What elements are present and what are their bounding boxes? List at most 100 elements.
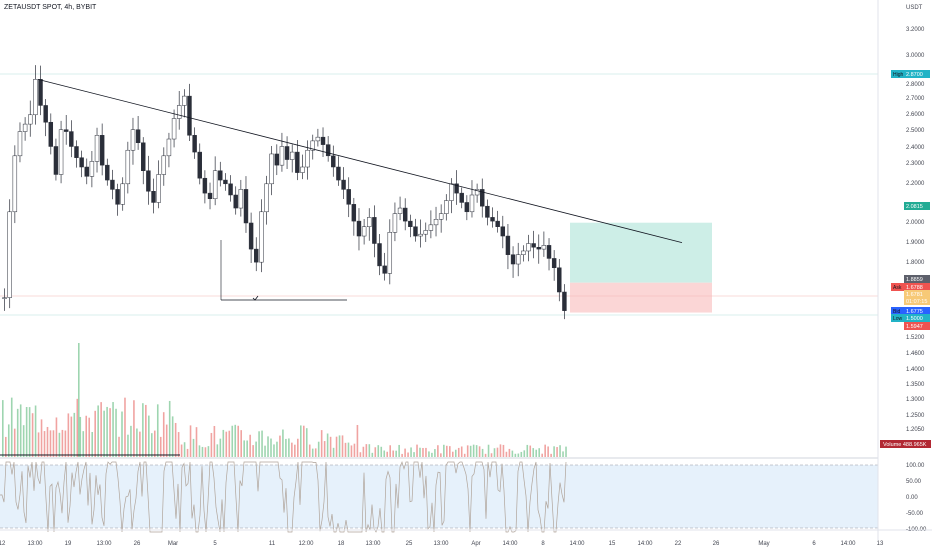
check-icon	[252, 295, 259, 301]
volume-bar	[58, 432, 61, 457]
candle-body	[192, 135, 197, 153]
volume-bar	[168, 400, 171, 457]
candle-body	[161, 155, 167, 175]
candle-body	[259, 211, 264, 263]
volume-bar	[133, 400, 135, 457]
volume-bar	[535, 449, 538, 457]
candle-body	[474, 189, 480, 196]
price-labels: High 2.8700 2.0815 1.8859 Ask 1.67881.678101:…	[880, 70, 931, 448]
volume-bar	[210, 432, 213, 457]
volume-bar	[7, 424, 10, 457]
time-tick-label: 12	[0, 541, 6, 547]
candle-body	[521, 250, 526, 255]
volume-bar	[115, 408, 117, 457]
time-tick-label: 11	[269, 541, 276, 547]
candle-body	[110, 179, 115, 190]
volume-bar	[356, 424, 359, 457]
volume-bar	[136, 428, 138, 457]
volume-bar	[171, 416, 174, 457]
candle-body	[151, 191, 156, 203]
volume-bar	[291, 442, 293, 457]
volume-bar	[109, 408, 111, 457]
candle-body	[557, 267, 562, 293]
candle-body	[408, 220, 413, 227]
candle-body	[2, 297, 7, 299]
price-value-label: 1.6781	[906, 292, 923, 298]
candle-body	[382, 265, 387, 274]
candle-body	[12, 155, 18, 213]
symbol-title[interactable]: ZETAUSDT SPOT, 4h, BYBIT	[4, 4, 97, 11]
candle-body	[433, 219, 439, 226]
candle-body	[444, 200, 449, 214]
candle-body	[356, 220, 362, 237]
volume-bar	[139, 431, 141, 457]
candle-body	[264, 183, 269, 213]
volume-bar	[437, 445, 439, 457]
volume-bar	[234, 424, 237, 457]
price-tick-label: 2.4000	[906, 145, 925, 151]
osc-tick-label: 0.00	[906, 495, 918, 501]
price-tick-label: 1.8000	[906, 260, 925, 266]
volume-bar	[88, 417, 91, 457]
trendline	[37, 78, 683, 243]
price-tick-label: 2.7000	[906, 96, 925, 102]
time-tick-label: 26	[134, 541, 141, 547]
volume-bar	[368, 444, 371, 457]
currency-label[interactable]: USDT	[906, 5, 923, 11]
volume-bar	[496, 447, 499, 457]
time-tick-label: 19	[65, 541, 72, 547]
volume-bar	[64, 430, 67, 457]
volume-bar	[124, 397, 126, 457]
candle-body	[490, 217, 495, 222]
volume-bar	[484, 453, 487, 457]
volume-bar	[401, 453, 403, 457]
candle-body	[480, 189, 485, 207]
candles	[2, 65, 567, 320]
volume-bar	[180, 444, 183, 457]
volume-bar	[508, 448, 511, 457]
price-value-bg	[904, 275, 930, 283]
price-tick-label: 1.4000	[906, 367, 925, 373]
volume-bar	[153, 430, 156, 457]
drawing-lines[interactable]	[37, 78, 683, 301]
volume-bar	[192, 438, 195, 457]
candle-body	[387, 232, 393, 274]
volume-bar	[207, 446, 210, 457]
volume-bar	[28, 407, 31, 457]
volume-bar	[276, 441, 278, 457]
price-tick-label: 1.3000	[906, 397, 925, 403]
candle-body	[284, 146, 290, 160]
time-tick-label: 14:00	[502, 541, 518, 547]
price-value-bg	[904, 70, 930, 78]
price-tag-bg	[891, 283, 905, 291]
volume-bar	[395, 450, 397, 457]
volume-bar	[550, 453, 552, 457]
volume-bar	[16, 408, 19, 457]
price-value-bg	[904, 202, 930, 210]
candle-body	[212, 170, 218, 199]
time-tick-label: 13:00	[365, 541, 381, 547]
candle-body	[187, 95, 192, 136]
time-tick-label: 13:00	[433, 541, 449, 547]
osc-tick-label: -50.00	[906, 511, 924, 517]
volume-bar	[317, 441, 320, 457]
price-tick-label: 1.2050	[906, 427, 925, 433]
volume-bar	[34, 405, 37, 457]
volume-bar	[198, 445, 201, 457]
volume-bar	[300, 425, 302, 457]
volume-bar	[13, 428, 16, 457]
volume-bar	[285, 438, 287, 457]
volume-bar	[407, 452, 409, 457]
volume-bar	[359, 452, 362, 457]
candle-body	[223, 179, 228, 185]
candle-body	[541, 245, 547, 250]
price-tag-label: High	[893, 72, 904, 78]
volume-bar	[374, 447, 377, 457]
candle-body	[99, 135, 105, 166]
volume-bar	[159, 436, 162, 457]
price-value-label: 1.6788	[906, 285, 923, 291]
volume-bar	[469, 445, 472, 457]
time-tick-label: Apr	[471, 541, 480, 547]
volume-bar	[362, 446, 365, 457]
